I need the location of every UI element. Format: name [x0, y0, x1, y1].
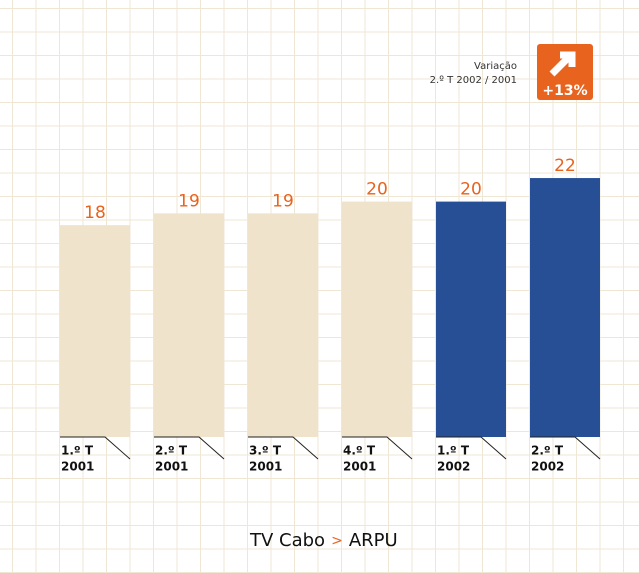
x-tick-label: 2002 [437, 460, 470, 474]
category-rule [342, 436, 413, 460]
category-rule [60, 436, 131, 460]
category-rule [248, 436, 319, 460]
category-rule [154, 436, 225, 460]
chart-title: TV Cabo > ARPU [249, 530, 398, 551]
x-tick-label: 2002 [531, 460, 564, 474]
title-left: TV Cabo [249, 530, 325, 551]
value-label: 20 [460, 180, 482, 200]
badge-arrow [549, 51, 576, 77]
badge-caption: 2.º T 2002 / 2001 [430, 75, 517, 86]
bar [154, 213, 224, 437]
x-tick-label: 4.º T [343, 444, 376, 458]
x-tick-label: 2.º T [155, 444, 188, 458]
value-label: 19 [178, 191, 200, 211]
x-tick-label: 1.º T [61, 444, 94, 458]
category-rule [530, 436, 601, 460]
value-label: 20 [366, 180, 388, 200]
x-tick-label: 2001 [343, 460, 376, 474]
value-label: 22 [554, 156, 576, 176]
x-tick-label: 2001 [155, 460, 188, 474]
x-tick-label: 1.º T [437, 444, 470, 458]
bar [342, 201, 412, 437]
bar [436, 201, 506, 437]
badge [537, 44, 593, 100]
bar [248, 213, 318, 437]
title-separator: > [331, 533, 343, 549]
x-tick-label: 2001 [249, 460, 282, 474]
bar [60, 225, 130, 437]
category-rule [436, 436, 507, 460]
badge-value: +13% [542, 83, 587, 99]
badge-caption: Variação [474, 61, 517, 72]
title-right: ARPU [349, 530, 398, 551]
x-tick-label: 3.º T [249, 444, 282, 458]
bar [530, 178, 600, 437]
value-label: 19 [272, 191, 294, 211]
x-tick-label: 2.º T [531, 444, 564, 458]
value-label: 18 [84, 203, 106, 223]
x-tick-label: 2001 [61, 460, 94, 474]
